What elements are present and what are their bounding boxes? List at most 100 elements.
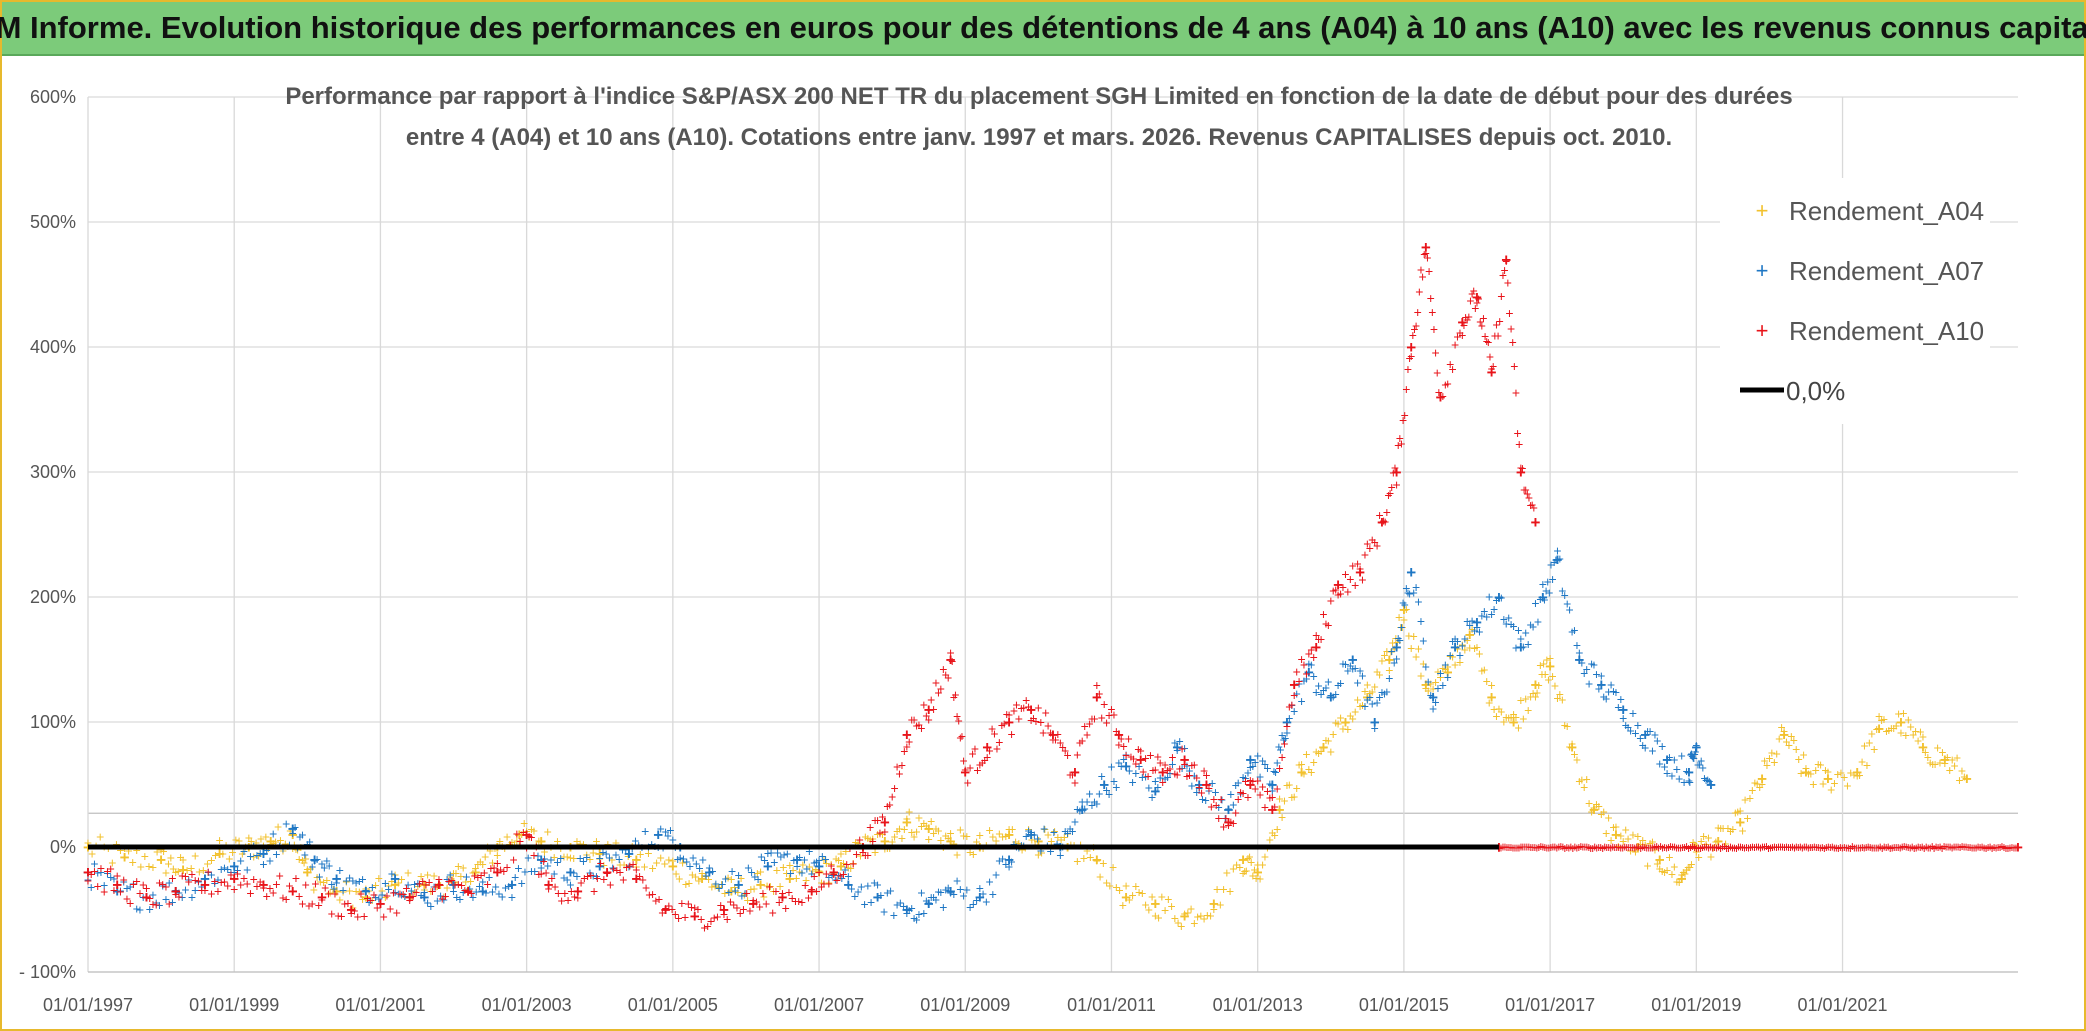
point-marker: + bbox=[1428, 688, 1438, 707]
point-marker: + bbox=[1596, 676, 1606, 695]
point-marker: + bbox=[326, 884, 334, 900]
point-marker: + bbox=[1362, 688, 1372, 707]
point-marker: + bbox=[1865, 734, 1873, 750]
point-marker: + bbox=[1150, 782, 1160, 801]
point-marker: + bbox=[1351, 704, 1359, 720]
legend-label-a07: Rendement_A07 bbox=[1789, 256, 1984, 286]
point-marker: + bbox=[461, 882, 469, 898]
point-marker: + bbox=[1565, 839, 1573, 855]
point-marker: + bbox=[402, 880, 410, 896]
point-marker: + bbox=[1539, 838, 1547, 854]
point-marker: + bbox=[756, 876, 766, 895]
point-marker: + bbox=[876, 825, 884, 841]
point-marker: + bbox=[181, 868, 189, 884]
point-marker: + bbox=[1232, 856, 1240, 872]
point-marker: + bbox=[1278, 749, 1286, 765]
point-marker: + bbox=[1615, 839, 1623, 855]
point-marker: + bbox=[596, 850, 604, 866]
x-tick-label: 01/01/2003 bbox=[482, 995, 572, 1015]
point-marker: + bbox=[1144, 768, 1152, 784]
point-marker: + bbox=[1492, 708, 1500, 724]
point-marker: + bbox=[748, 864, 756, 880]
point-marker: + bbox=[1256, 870, 1264, 886]
point-marker: + bbox=[391, 867, 399, 883]
point-marker: + bbox=[1694, 757, 1702, 773]
point-marker: + bbox=[520, 815, 528, 831]
point-marker: + bbox=[1112, 879, 1120, 895]
point-marker: + bbox=[493, 847, 501, 863]
point-marker: + bbox=[731, 883, 739, 899]
point-marker: + bbox=[1563, 839, 1571, 855]
point-marker: + bbox=[142, 880, 150, 896]
point-marker: + bbox=[586, 851, 594, 867]
point-marker: + bbox=[1519, 638, 1527, 654]
point-marker: + bbox=[1439, 660, 1447, 676]
point-marker: + bbox=[1509, 334, 1517, 350]
point-marker: + bbox=[1873, 721, 1881, 737]
point-marker: + bbox=[1752, 838, 1760, 854]
point-marker: + bbox=[96, 829, 104, 845]
point-marker: + bbox=[1397, 619, 1405, 635]
point-marker: + bbox=[615, 851, 623, 867]
point-marker: + bbox=[246, 848, 254, 864]
point-marker: + bbox=[1473, 639, 1481, 655]
point-marker: + bbox=[1322, 732, 1330, 748]
point-marker: + bbox=[1982, 840, 1990, 856]
point-marker: + bbox=[1740, 839, 1748, 855]
point-marker: + bbox=[211, 873, 219, 889]
point-marker: + bbox=[1946, 838, 1954, 854]
point-marker: + bbox=[438, 890, 446, 906]
point-marker: + bbox=[521, 864, 529, 880]
point-marker: + bbox=[1525, 490, 1533, 506]
point-marker: + bbox=[798, 864, 806, 880]
point-marker: + bbox=[878, 826, 886, 842]
point-marker: + bbox=[917, 884, 925, 900]
point-marker: + bbox=[1275, 801, 1285, 820]
point-marker: + bbox=[1120, 738, 1128, 754]
point-marker: + bbox=[97, 864, 105, 880]
point-marker: + bbox=[1453, 641, 1461, 657]
point-marker: + bbox=[1317, 686, 1325, 702]
point-marker: + bbox=[699, 852, 707, 868]
point-marker: + bbox=[464, 884, 472, 900]
point-marker: + bbox=[1044, 717, 1052, 733]
point-marker: + bbox=[1339, 579, 1347, 595]
point-marker: + bbox=[201, 870, 209, 886]
point-marker: + bbox=[1487, 688, 1497, 707]
point-marker: + bbox=[1951, 757, 1959, 773]
point-marker: + bbox=[310, 881, 318, 897]
point-marker: + bbox=[1514, 425, 1522, 441]
point-marker: + bbox=[1132, 756, 1140, 772]
point-marker: + bbox=[1327, 687, 1335, 703]
point-marker: + bbox=[1509, 713, 1519, 732]
point-marker: + bbox=[832, 850, 840, 866]
point-marker: + bbox=[1401, 597, 1409, 613]
point-marker: + bbox=[1242, 863, 1250, 879]
point-marker: + bbox=[490, 859, 498, 875]
point-marker: + bbox=[1743, 810, 1751, 826]
point-marker: + bbox=[388, 865, 396, 881]
point-marker: + bbox=[84, 872, 92, 888]
point-marker: + bbox=[540, 853, 548, 869]
point-marker: + bbox=[1290, 789, 1298, 805]
point-marker: + bbox=[1629, 705, 1637, 721]
point-marker: + bbox=[830, 866, 838, 882]
point-marker: + bbox=[388, 873, 396, 889]
point-marker: + bbox=[1590, 657, 1598, 673]
point-marker: + bbox=[645, 887, 653, 903]
point-marker: + bbox=[1801, 763, 1811, 782]
point-marker: + bbox=[1738, 839, 1746, 855]
point-marker: + bbox=[550, 865, 558, 881]
point-marker: + bbox=[83, 863, 93, 882]
point-marker: + bbox=[1215, 810, 1223, 826]
point-marker: + bbox=[1802, 838, 1810, 854]
point-marker: + bbox=[1071, 774, 1079, 790]
point-marker: + bbox=[915, 716, 923, 732]
point-marker: + bbox=[861, 847, 869, 863]
point-marker: + bbox=[791, 893, 799, 909]
point-marker: + bbox=[269, 835, 277, 851]
point-marker: + bbox=[813, 883, 821, 899]
point-marker: + bbox=[1479, 310, 1487, 326]
point-marker: + bbox=[1772, 839, 1780, 855]
point-marker: + bbox=[702, 867, 710, 883]
